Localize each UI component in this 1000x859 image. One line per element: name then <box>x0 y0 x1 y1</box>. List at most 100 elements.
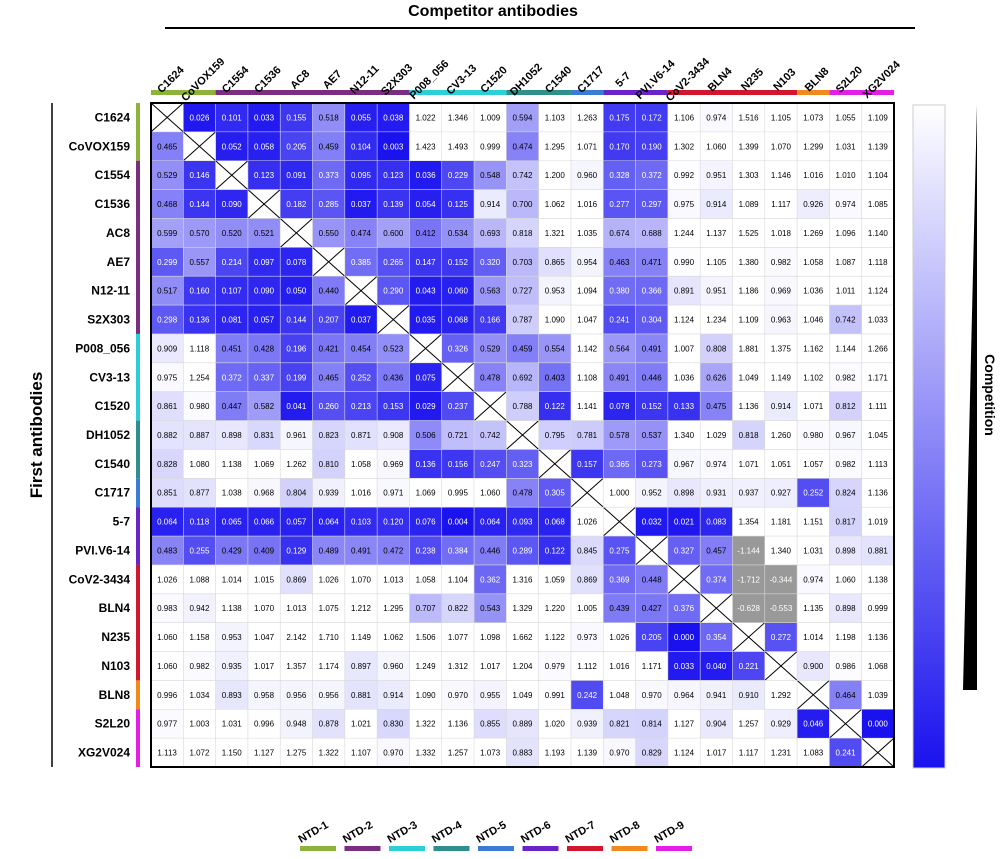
heatmap-cell <box>861 305 894 334</box>
cell-value: 0.428 <box>254 344 275 353</box>
heatmap-cell <box>635 333 668 363</box>
cell-value: 0.871 <box>351 431 372 440</box>
heatmap-cell <box>700 103 733 132</box>
cell-value: 0.935 <box>222 662 243 671</box>
diagonal-cross <box>829 708 863 739</box>
cell-value: 1.220 <box>545 604 566 613</box>
cell-value: 1.036 <box>803 287 824 296</box>
heatmap-cell <box>603 333 636 363</box>
cell-value: 1.881 <box>739 344 760 353</box>
column-label: AE7 <box>321 68 345 92</box>
cell-value: 0.898 <box>674 489 695 498</box>
heatmap-cell <box>377 709 410 739</box>
heatmap-cell <box>667 391 701 421</box>
heatmap-cell <box>183 333 216 363</box>
cell-value: 0.960 <box>383 662 404 671</box>
heatmap-cell <box>151 218 184 248</box>
heatmap-cell <box>441 622 475 652</box>
cell-value: 1.303 <box>739 171 760 180</box>
heatmap-cell <box>603 189 636 219</box>
cell-value: 0.190 <box>642 142 663 151</box>
cell-value: 1.062 <box>545 200 566 209</box>
cell-value: 0.175 <box>609 113 630 122</box>
heatmap-cell <box>506 593 539 623</box>
heatmap-cell <box>183 420 216 450</box>
cell-value: 1.136 <box>448 720 469 729</box>
cell-value: 0.304 <box>642 316 663 325</box>
heatmap-cell <box>538 593 571 623</box>
heatmap-cell <box>247 651 281 681</box>
heatmap-cell <box>538 218 571 248</box>
cell-value: 0.927 <box>771 489 792 498</box>
cell-value: 0.078 <box>609 402 630 411</box>
cell-value: 0.365 <box>609 460 630 469</box>
cell-value: 1.263 <box>577 113 598 122</box>
heatmap-cell <box>797 362 830 392</box>
heatmap-cell <box>409 218 442 248</box>
heatmap-cell <box>344 305 378 334</box>
heatmap-cell <box>441 478 475 508</box>
heatmap-cell <box>280 680 313 710</box>
cell-value: 0.057 <box>254 316 275 325</box>
cell-value: 0.845 <box>577 546 598 555</box>
cell-value: 0.991 <box>545 691 566 700</box>
heatmap-cell <box>700 680 733 710</box>
heatmap-cell <box>247 305 281 334</box>
cell-value: 0.543 <box>480 604 501 613</box>
heatmap-cell <box>151 564 184 594</box>
heatmap-cell <box>506 103 539 132</box>
heatmap-cell <box>344 709 378 739</box>
cell-value: 0.095 <box>351 171 372 180</box>
cell-value: 1.035 <box>577 229 598 238</box>
heatmap-cell <box>570 709 604 739</box>
cell-value: 1.060 <box>836 575 857 584</box>
diagonal-cross <box>732 622 766 652</box>
heatmap-cell <box>570 680 604 710</box>
heatmap-cell <box>183 651 216 681</box>
heatmap-cell <box>538 420 571 450</box>
cell-value: 0.824 <box>836 489 857 498</box>
cell-value: 1.234 <box>706 316 727 325</box>
diagonal-cross <box>409 333 443 364</box>
heatmap-cell <box>700 420 733 450</box>
cell-value: 0.033 <box>674 662 695 671</box>
cell-value: 1.049 <box>512 691 533 700</box>
heatmap-cell <box>474 247 507 277</box>
cell-value: 0.064 <box>319 518 340 527</box>
heatmap-cell <box>506 276 539 306</box>
cell-value: 0.409 <box>254 546 275 555</box>
heatmap-cell <box>441 391 475 421</box>
heatmap-cell <box>667 160 701 190</box>
heatmap-cell <box>215 420 248 450</box>
cell-value: 0.956 <box>319 691 340 700</box>
heatmap-cell <box>312 536 345 565</box>
heatmap-cell <box>151 333 184 363</box>
heatmap-cell <box>797 305 830 334</box>
row-group-bar <box>136 709 140 767</box>
row-label: S2X303 <box>87 313 130 327</box>
cell-value: 0.035 <box>416 316 437 325</box>
heatmap-cell <box>570 276 604 306</box>
heatmap-cell <box>183 709 216 739</box>
cell-value: 0.904 <box>706 720 727 729</box>
heatmap-cell <box>215 680 248 710</box>
cell-value: 1.051 <box>771 460 792 469</box>
cell-value: 1.003 <box>189 720 210 729</box>
cell-value: 1.204 <box>512 662 533 671</box>
heatmap-cell <box>280 449 313 479</box>
cell-value: 0.883 <box>512 749 533 758</box>
cell-value: 2.142 <box>286 633 307 642</box>
cell-value: 1.158 <box>189 633 210 642</box>
heatmap-cell <box>764 391 798 421</box>
heatmap-cell <box>280 564 313 594</box>
heatmap-cell <box>797 507 830 537</box>
cell-value: 0.277 <box>609 200 630 209</box>
heatmap-cell <box>280 333 313 363</box>
cell-value: 1.031 <box>222 720 243 729</box>
heatmap-cell <box>635 305 668 334</box>
row-label: C1554 <box>95 168 131 182</box>
heatmap-cell <box>506 449 539 479</box>
cell-value: 0.446 <box>480 546 501 555</box>
cell-value: 0.967 <box>836 431 857 440</box>
heatmap-cell <box>312 478 345 508</box>
